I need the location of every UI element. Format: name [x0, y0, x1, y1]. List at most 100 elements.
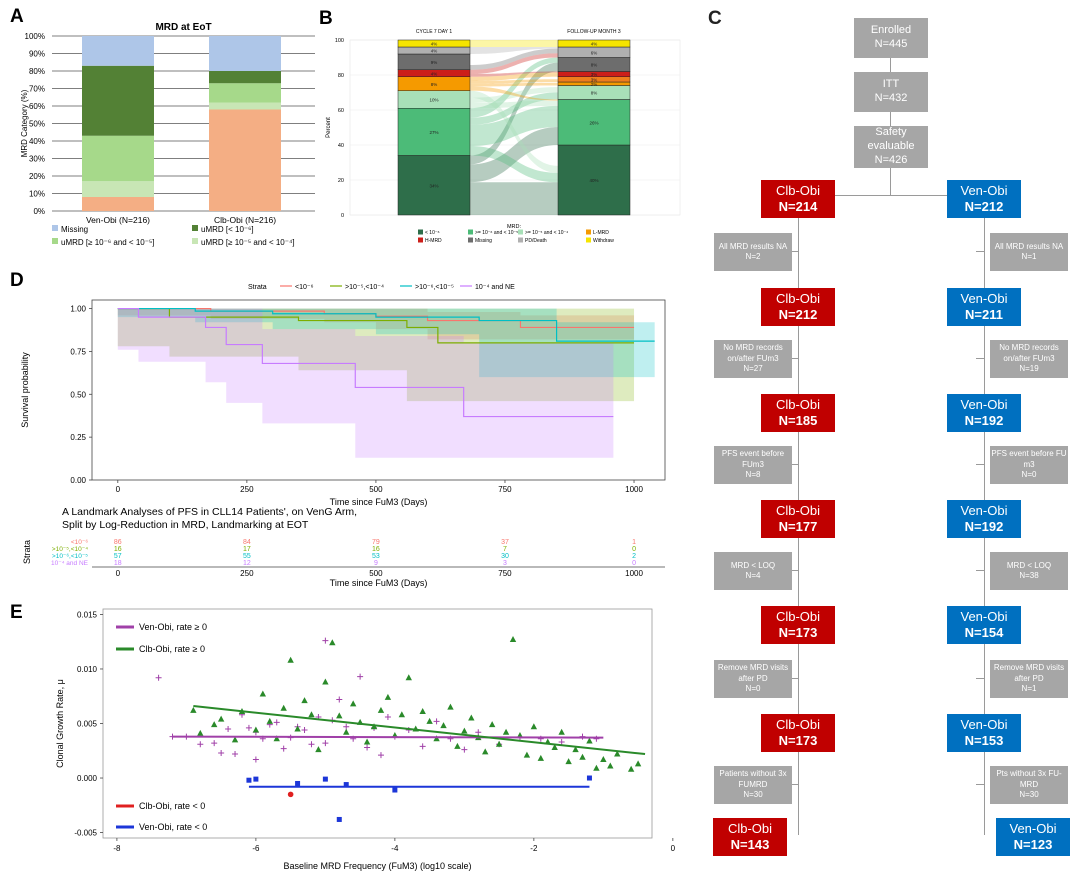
x-tick-label: Clb-Obi (N=216): [214, 215, 276, 225]
legend-label: >10⁻⁵,<10⁻⁴: [345, 284, 384, 291]
flow-box-label: Clb-Obi: [775, 608, 821, 624]
legend-label: Ven-Obi, rate ≥ 0: [139, 622, 207, 632]
data-point: [308, 741, 315, 748]
data-point: [232, 751, 239, 758]
segment-label: 4%: [431, 42, 438, 47]
flow-box-count: N=143: [730, 837, 770, 852]
x-axis-title: Baseline MRD Frequency (FuM3) (log10 sca…: [283, 861, 471, 871]
legend-swatch: [418, 229, 423, 235]
risk-table-count: 57: [114, 553, 122, 560]
flow-box-exclusion: PFS event before FU m3 N=0: [990, 446, 1068, 484]
flow-connector: [976, 358, 985, 360]
risk-table-title-line: A Landmark Analyses of PFS in CLL14 Pati…: [62, 506, 357, 518]
data-point: [155, 674, 162, 681]
flow-box-count: N=212: [964, 199, 1004, 214]
data-point: [447, 703, 454, 710]
data-point: [482, 748, 489, 755]
y-tick-label: 0.015: [77, 610, 98, 619]
data-point: [392, 787, 398, 793]
plot-frame: [102, 608, 653, 839]
confidence-band: [117, 308, 635, 340]
y-tick-label: 50%: [29, 120, 45, 129]
y-axis-title: Percent: [326, 117, 332, 138]
clonal-growth-scatter-chart: E -0.005 0.000 0.005 0.010 0.015 -8 -6 -4 -2 0 Base…: [10, 602, 676, 871]
flow-band: [470, 48, 558, 70]
x-tick-label: 1000: [625, 569, 643, 578]
flow-box-count: N=123: [1013, 837, 1053, 852]
axis-stratum-title: CYCLE 7 DAY 1: [416, 29, 452, 35]
flow-band: [470, 40, 558, 47]
data-point: [593, 764, 600, 771]
segment-label: 10%: [429, 98, 438, 103]
data-point: [530, 723, 538, 730]
data-point: [231, 736, 239, 743]
confidence-band: [117, 308, 614, 458]
segment-label: 8%: [431, 82, 438, 87]
data-point: [301, 697, 308, 704]
y-tick-label: 0.00: [70, 476, 86, 485]
legend-swatch: [52, 225, 58, 231]
x-axis-title: Time since FuM3 (Days): [330, 578, 428, 588]
kaplan-meier-chart: D Strata <10⁻⁶ >10⁻⁵,<10⁻⁴ >10⁻⁶,<10⁻⁵ 10⁻⁴ a…: [10, 270, 666, 588]
data-point: [440, 722, 447, 729]
x-tick-label: 250: [240, 569, 254, 578]
data-point: [343, 782, 349, 788]
risk-table-count: 30: [501, 553, 509, 560]
data-point: [607, 762, 614, 769]
flow-box-clb-obi: Clb-Obi N=214: [761, 180, 835, 218]
legend-label: >10⁻⁶,<10⁻⁵: [415, 284, 454, 291]
y-tick-label: 40%: [29, 137, 45, 146]
flow-box-exclusion: Pts without 3x FU-MRD N=30: [990, 766, 1068, 804]
legend-label: uMRD [< 10⁻⁶]: [201, 225, 254, 234]
legend-label: uMRD [≥ 10⁻⁶ and < 10⁻⁵]: [61, 238, 155, 247]
flow-box-clb-obi: Clb-Obi N=177: [761, 500, 835, 538]
flow-band: [470, 105, 558, 147]
x-tick-label: 0: [671, 844, 676, 853]
data-point: [405, 674, 412, 681]
risk-table-stratum: 10⁻⁴ and NE: [51, 560, 89, 567]
data-point: [252, 726, 260, 733]
risk-table-count: 16: [372, 546, 380, 553]
legend-swatch: [518, 229, 523, 235]
flow-connector: [976, 251, 985, 253]
flow-box-label: MRD < LOQ: [1006, 560, 1052, 570]
data-point: [336, 696, 343, 703]
flow-box-enrolled: Enrolled N=445: [854, 18, 928, 58]
y-tick-label: 1.00: [70, 305, 86, 314]
flow-box-label: MRD < LOQ: [730, 560, 776, 570]
segment-label: 4%: [431, 71, 438, 76]
data-point: [461, 746, 468, 753]
x-tick-label: 750: [498, 569, 512, 578]
risk-table-count: 1: [632, 539, 636, 546]
flow-box-label: All MRD results NA: [994, 241, 1064, 251]
flow-box-exclusion: No MRD records on/after FUm3 N=27: [714, 340, 792, 378]
legend-label: 10⁻⁴ and NE: [475, 284, 515, 291]
flow-band: [470, 146, 558, 183]
flow-box-label: Clb-Obi: [727, 820, 773, 836]
bar-segment: [82, 135, 154, 182]
survival-curve: [117, 307, 635, 344]
flow-box-count: N=8: [745, 470, 761, 480]
stratum-segment: [557, 99, 631, 146]
flow-box-exclusion: All MRD results NA N=1: [990, 233, 1068, 271]
flow-box-count: N=0: [745, 684, 761, 694]
flow-connector: [790, 678, 799, 680]
bar-segment: [82, 181, 154, 197]
data-point: [586, 737, 593, 744]
survival-curve: [117, 307, 614, 418]
flow-box-itt: ITT N=432: [854, 72, 928, 112]
bar-segment: [82, 36, 154, 66]
bar-segment: [209, 109, 281, 211]
flow-box-exclusion: Remove MRD visits after PD N=1: [990, 660, 1068, 698]
x-tick-label: 500: [369, 485, 383, 494]
flow-box-clb-obi: Clb-Obi N=173: [761, 714, 835, 752]
segment-label: 34%: [429, 183, 438, 188]
flow-box-count: N=177: [778, 519, 818, 534]
data-point: [336, 816, 342, 822]
risk-table-count: 12: [243, 560, 251, 567]
flow-band: [470, 90, 558, 173]
risk-table-count: 79: [372, 539, 380, 546]
data-point: [558, 739, 565, 746]
data-point: [287, 656, 294, 663]
data-point: [301, 727, 308, 734]
